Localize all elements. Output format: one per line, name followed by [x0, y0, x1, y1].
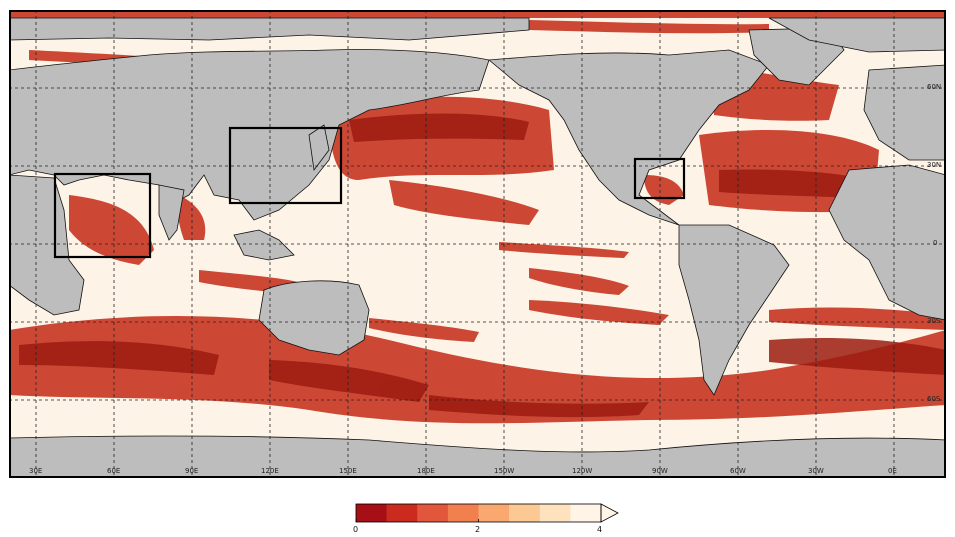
graticule: [9, 10, 946, 478]
colorbar-segment: [417, 504, 449, 522]
lon-tick-label: 120E: [261, 467, 279, 475]
lon-tick-label: 120W: [572, 467, 593, 475]
lat-tick-label: 60S: [927, 395, 941, 403]
lon-tick-label: 60E: [107, 467, 121, 475]
lat-tick-label: 30S: [927, 317, 941, 325]
colorbar-segment: [386, 504, 418, 522]
lon-tick-label: 90W: [652, 467, 668, 475]
colorbar-tick-label: 2: [475, 525, 481, 534]
region-box-kuroshio: [228, 126, 343, 205]
lat-tick-label: 0: [933, 239, 938, 247]
map-border: [9, 10, 946, 478]
lat-tick-label: 30N: [927, 161, 942, 169]
lon-tick-label: 150W: [494, 467, 515, 475]
colorbar-tick-label: 0: [353, 525, 359, 534]
lon-tick-label: 60W: [730, 467, 746, 475]
region-box-arabian-sea: [53, 172, 152, 259]
lon-tick-label: 180E: [417, 467, 435, 475]
colorbar-segment: [478, 504, 510, 522]
lon-tick-label: 150E: [339, 467, 357, 475]
land: [9, 17, 946, 478]
colorbar-segment: [356, 504, 387, 522]
lon-tick-label: 30W: [808, 467, 824, 475]
colorbar-segment: [447, 504, 479, 522]
colorbar-segment: [539, 504, 571, 522]
colorbar: [355, 503, 619, 523]
colorbar-tick-label: 4: [597, 525, 603, 534]
colorbar-segment: [509, 504, 541, 522]
colorbar-segment: [570, 504, 602, 522]
region-box-gulf-of-mexico: [633, 157, 686, 200]
map-canvas: [9, 10, 946, 478]
colorbar-extend-arrow: [600, 503, 619, 523]
lat-tick-label: 60N: [927, 83, 942, 91]
lon-tick-label: 0E: [888, 467, 897, 475]
lon-tick-label: 30E: [29, 467, 43, 475]
hotspot-core: [19, 113, 946, 418]
world-map: 30E 60E 90E 120E 150E 180E 150W 120W 90W…: [9, 10, 946, 478]
region-boxes: [53, 126, 686, 259]
lon-tick-label: 90E: [185, 467, 199, 475]
